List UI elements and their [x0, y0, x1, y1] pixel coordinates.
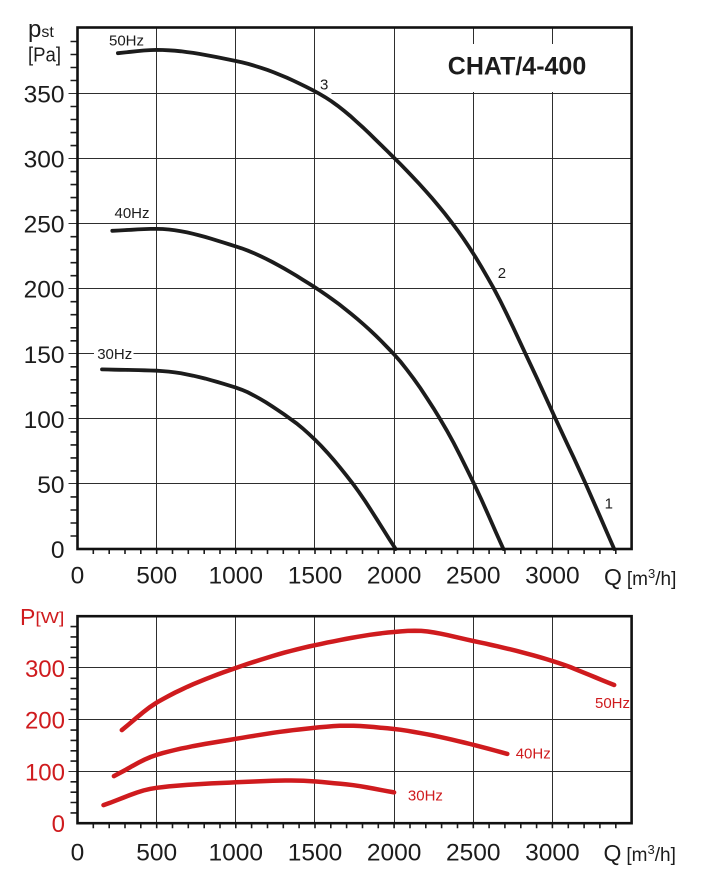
svg-text:CHAT/4-400: CHAT/4-400	[448, 53, 586, 81]
svg-text:150: 150	[24, 342, 65, 369]
svg-text:200: 200	[25, 708, 65, 735]
svg-text:[Pa]: [Pa]	[28, 45, 61, 67]
svg-text:2: 2	[498, 265, 506, 282]
svg-text:30Hz: 30Hz	[408, 788, 443, 805]
svg-text:3000: 3000	[525, 563, 580, 590]
svg-text:250: 250	[24, 212, 65, 239]
svg-text:2500: 2500	[446, 563, 501, 590]
svg-text:50: 50	[37, 472, 64, 499]
svg-text:2500: 2500	[446, 840, 501, 867]
svg-text:500: 500	[136, 563, 177, 590]
svg-text:100: 100	[24, 407, 65, 434]
svg-text:40Hz: 40Hz	[516, 746, 551, 763]
svg-text:1: 1	[605, 496, 613, 513]
svg-text:300: 300	[25, 656, 65, 683]
svg-text:300: 300	[24, 147, 65, 174]
svg-text:50Hz: 50Hz	[109, 32, 144, 49]
svg-text:30Hz: 30Hz	[97, 346, 132, 363]
svg-text:40Hz: 40Hz	[115, 205, 150, 222]
svg-text:500: 500	[136, 840, 177, 867]
svg-text:Q[m3/h]: Q [m3/h]	[604, 564, 676, 590]
svg-text:2000: 2000	[367, 840, 422, 867]
svg-text:1500: 1500	[288, 840, 343, 867]
svg-text:200: 200	[24, 277, 65, 304]
svg-text:100: 100	[25, 760, 65, 787]
svg-text:3: 3	[320, 77, 328, 94]
svg-text:0: 0	[52, 811, 65, 838]
svg-text:1000: 1000	[209, 563, 264, 590]
svg-text:0: 0	[71, 840, 85, 867]
svg-text:1000: 1000	[209, 840, 264, 867]
svg-text:2000: 2000	[367, 563, 422, 590]
svg-text:0: 0	[71, 563, 85, 590]
svg-text:Q[m3/h]: Q [m3/h]	[604, 840, 676, 866]
svg-text:350: 350	[24, 82, 65, 109]
svg-text:50Hz: 50Hz	[595, 695, 630, 712]
svg-text:1500: 1500	[288, 563, 343, 590]
svg-text:0: 0	[51, 537, 65, 564]
svg-text:3000: 3000	[525, 840, 580, 867]
